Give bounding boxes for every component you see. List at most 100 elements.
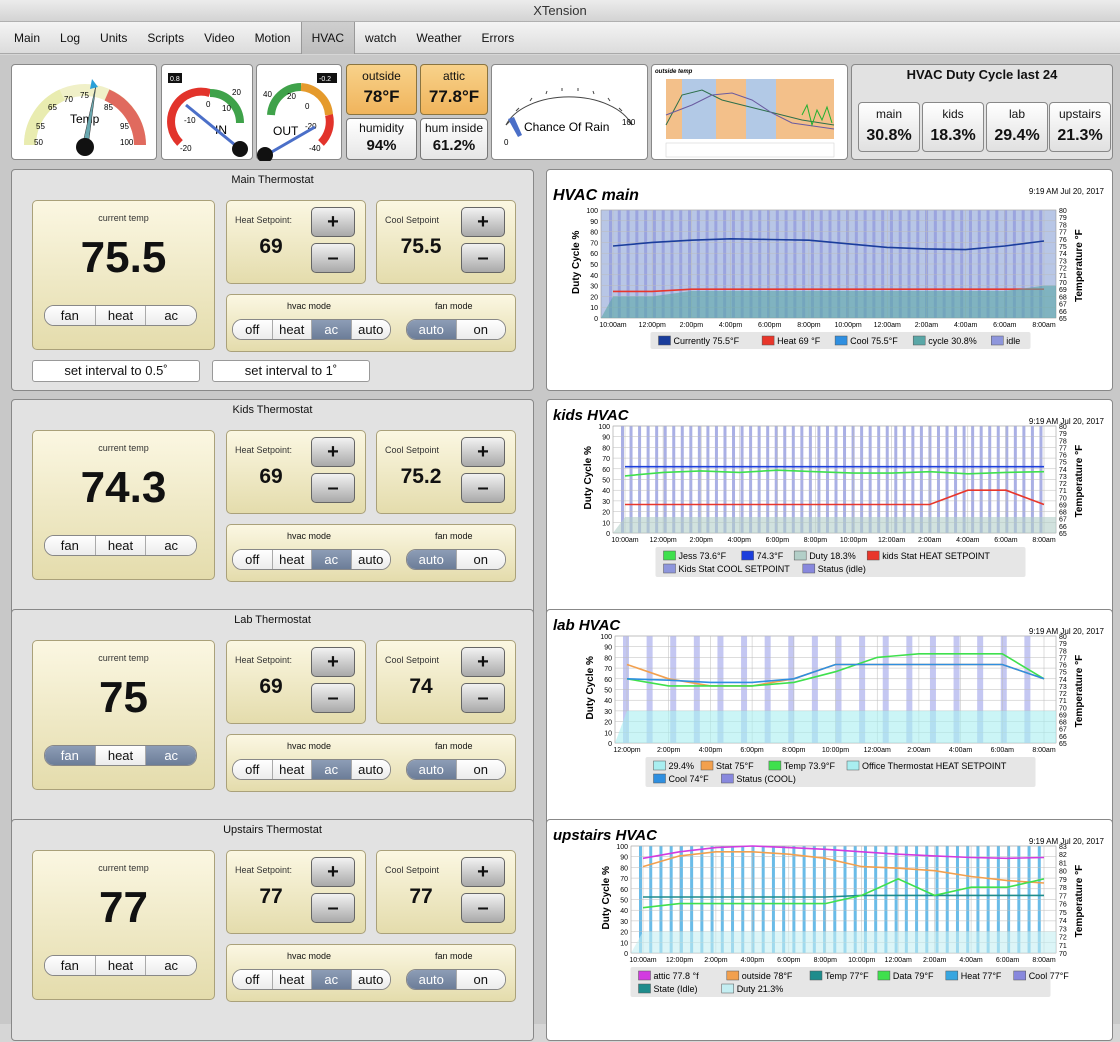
fan-button[interactable]: fan bbox=[45, 956, 96, 975]
legend-item[interactable]: Temp 77°F bbox=[825, 971, 869, 981]
fan-mode-on[interactable]: on bbox=[456, 320, 505, 339]
tab-main[interactable]: Main bbox=[14, 31, 41, 45]
fan-mode-on[interactable]: on bbox=[456, 760, 505, 779]
legend-item[interactable]: idle bbox=[1006, 336, 1020, 346]
tab-video[interactable]: Video bbox=[204, 31, 235, 45]
hvac-mode-auto[interactable]: auto bbox=[351, 760, 390, 779]
ac-button[interactable]: ac bbox=[146, 306, 196, 325]
legend-item[interactable]: Stat 75°F bbox=[716, 761, 754, 771]
x-tick-label: 8:00pm bbox=[804, 537, 828, 544]
fan-button[interactable]: fan bbox=[45, 746, 96, 765]
tab-units[interactable]: Units bbox=[100, 31, 128, 45]
legend-item[interactable]: Heat 77°F bbox=[961, 971, 1002, 981]
hvac-mode-off[interactable]: off bbox=[233, 320, 273, 339]
hvac-mode-heat[interactable]: heat bbox=[272, 970, 312, 989]
legend-item[interactable]: Jess 73.6°F bbox=[679, 551, 727, 561]
tab-watch[interactable]: watch bbox=[365, 31, 397, 45]
heat-decrease-button[interactable]: – bbox=[311, 683, 355, 713]
heat-decrease-button[interactable]: – bbox=[311, 243, 355, 273]
hvac-mode-heat[interactable]: heat bbox=[272, 320, 312, 339]
ac-button[interactable]: ac bbox=[146, 746, 196, 765]
hvac-chart[interactable]: upstairs HVAC 9:19 AM Jul 20, 2017 100 90 80… bbox=[546, 819, 1113, 1041]
legend-item[interactable]: Cool 77°F bbox=[1029, 971, 1070, 981]
fan-mode-on[interactable]: on bbox=[456, 970, 505, 989]
legend-item[interactable]: attic 77.8 °f bbox=[654, 971, 700, 981]
fan-button[interactable]: fan bbox=[45, 306, 96, 325]
outside-temp-mini-chart[interactable]: outside temp bbox=[651, 64, 848, 160]
cool-increase-button[interactable]: + bbox=[461, 207, 505, 237]
heat-decrease-button[interactable]: – bbox=[311, 893, 355, 923]
legend-item[interactable]: Currently 75.5°F bbox=[674, 336, 740, 346]
cool-decrease-button[interactable]: – bbox=[461, 243, 505, 273]
rain-gauge: 0 100 Chance Of Rain bbox=[491, 64, 648, 160]
hvac-mode-auto[interactable]: auto bbox=[351, 970, 390, 989]
set-interval-half-button[interactable]: set interval to 0.5˚ bbox=[32, 360, 200, 382]
tab-log[interactable]: Log bbox=[60, 31, 81, 45]
legend-item[interactable]: Cool 75.5°F bbox=[850, 336, 898, 346]
legend-item[interactable]: Heat 69 °F bbox=[777, 336, 821, 346]
hvac-mode-off[interactable]: off bbox=[233, 760, 273, 779]
legend-item[interactable]: Temp 73.9°F bbox=[784, 761, 836, 771]
legend-item[interactable]: Status (idle) bbox=[818, 564, 866, 574]
hvac-mode-ac[interactable]: ac bbox=[312, 320, 352, 339]
hvac-chart[interactable]: kids HVAC 9:19 AM Jul 20, 2017 100 90 80 70 60… bbox=[546, 399, 1113, 621]
humidity-value: 94% bbox=[366, 137, 397, 154]
y-tick-label: 100 bbox=[598, 424, 610, 431]
legend-item[interactable]: State (Idle) bbox=[654, 984, 698, 994]
tab-errors[interactable]: Errors bbox=[481, 31, 515, 45]
fan-mode-auto[interactable]: auto bbox=[407, 970, 457, 989]
heat-button[interactable]: heat bbox=[95, 746, 147, 765]
heat-decrease-button[interactable]: – bbox=[311, 473, 355, 503]
heat-increase-button[interactable]: + bbox=[311, 207, 355, 237]
hvac-chart[interactable]: lab HVAC 9:19 AM Jul 20, 2017 100 90 80 70 60 5… bbox=[546, 609, 1113, 831]
fan-button[interactable]: fan bbox=[45, 536, 96, 555]
cool-increase-button[interactable]: + bbox=[461, 647, 505, 677]
heat-button[interactable]: heat bbox=[95, 956, 147, 975]
hvac-mode-auto[interactable]: auto bbox=[351, 320, 390, 339]
fan-mode-on[interactable]: on bbox=[456, 550, 505, 569]
heat-button[interactable]: heat bbox=[95, 306, 147, 325]
hvac-mode-off[interactable]: off bbox=[233, 550, 273, 569]
hvac-mode-off[interactable]: off bbox=[233, 970, 273, 989]
set-interval-one-button[interactable]: set interval to 1˚ bbox=[212, 360, 370, 382]
legend-item[interactable]: Office Thermostat HEAT SETPOINT bbox=[862, 761, 1007, 771]
cool-decrease-button[interactable]: – bbox=[461, 683, 505, 713]
legend-item[interactable]: Duty 21.3% bbox=[737, 984, 784, 994]
legend-item[interactable]: Status (COOL) bbox=[736, 774, 796, 784]
legend-item[interactable]: outside 78°F bbox=[742, 971, 793, 981]
ac-button[interactable]: ac bbox=[146, 956, 196, 975]
heat-increase-button[interactable]: + bbox=[311, 437, 355, 467]
y2-tick-label: 74 bbox=[1059, 467, 1067, 474]
tab-motion[interactable]: Motion bbox=[254, 31, 291, 45]
hvac-mode-ac[interactable]: ac bbox=[312, 550, 352, 569]
cool-decrease-button[interactable]: – bbox=[461, 893, 505, 923]
cool-decrease-button[interactable]: – bbox=[461, 473, 505, 503]
tab-hvac[interactable]: HVAC bbox=[300, 22, 356, 54]
heat-button[interactable]: heat bbox=[95, 536, 147, 555]
hvac-mode-auto[interactable]: auto bbox=[351, 550, 390, 569]
hvac-chart[interactable]: HVAC main 9:19 AM Jul 20, 2017 100 90 80 70 60… bbox=[546, 169, 1113, 391]
legend-item[interactable]: Kids Stat COOL SETPOINT bbox=[679, 564, 791, 574]
hvac-mode-ac[interactable]: ac bbox=[312, 760, 352, 779]
legend-item[interactable]: 29.4% bbox=[669, 761, 695, 771]
tab-weather[interactable]: Weather bbox=[416, 31, 462, 45]
legend-item[interactable]: 74.3°F bbox=[757, 551, 784, 561]
heat-increase-button[interactable]: + bbox=[311, 857, 355, 887]
hvac-mode-heat[interactable]: heat bbox=[272, 550, 312, 569]
hvac-mode-heat[interactable]: heat bbox=[272, 760, 312, 779]
legend-item[interactable]: kids Stat HEAT SETPOINT bbox=[882, 551, 990, 561]
hvac-mode-ac[interactable]: ac bbox=[312, 970, 352, 989]
heat-increase-button[interactable]: + bbox=[311, 647, 355, 677]
heat-setpoint-value: 69 bbox=[259, 675, 283, 698]
legend-item[interactable]: Duty 18.3% bbox=[809, 551, 856, 561]
cool-increase-button[interactable]: + bbox=[461, 437, 505, 467]
cool-increase-button[interactable]: + bbox=[461, 857, 505, 887]
fan-mode-auto[interactable]: auto bbox=[407, 320, 457, 339]
tab-scripts[interactable]: Scripts bbox=[147, 31, 185, 45]
legend-item[interactable]: cycle 30.8% bbox=[928, 336, 977, 346]
legend-item[interactable]: Data 79°F bbox=[893, 971, 934, 981]
fan-mode-auto[interactable]: auto bbox=[407, 760, 457, 779]
legend-item[interactable]: Cool 74°F bbox=[669, 774, 710, 784]
ac-button[interactable]: ac bbox=[146, 536, 196, 555]
fan-mode-auto[interactable]: auto bbox=[407, 550, 457, 569]
